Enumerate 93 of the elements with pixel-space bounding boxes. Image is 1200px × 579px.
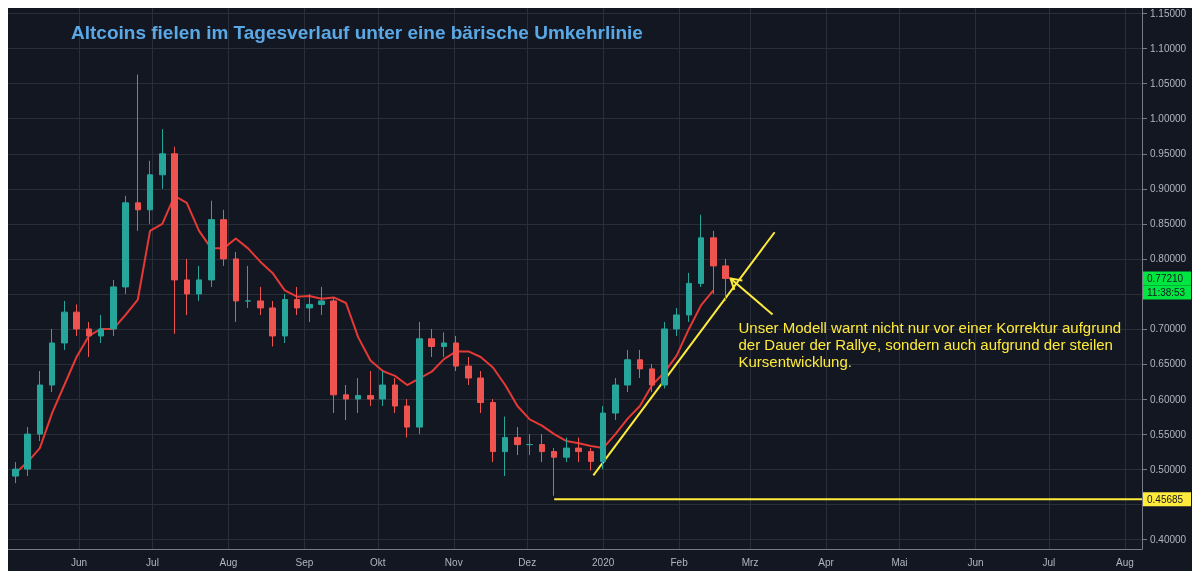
y-tick-label: 0.90000: [1150, 183, 1187, 195]
y-tick-label: 0.85000: [1150, 218, 1187, 230]
candlestick: [698, 214, 704, 288]
x-tick-label: Okt: [370, 556, 386, 568]
y-tick-label: 0.95000: [1150, 148, 1187, 160]
y-tick-label: 0.40000: [1150, 533, 1187, 545]
candlestick: [490, 398, 496, 463]
candlestick: [588, 447, 594, 472]
y-tick-label: 0.55000: [1150, 428, 1187, 440]
candlestick: [122, 195, 129, 295]
candlestick: [318, 286, 325, 316]
candlestick: [575, 437, 582, 463]
x-tick-label: Apr: [818, 556, 835, 568]
x-tick-label: Jul: [1042, 556, 1056, 568]
candlestick: [159, 128, 166, 190]
candlestick: [477, 370, 484, 414]
candlestick: [220, 209, 227, 267]
candlestick: [392, 377, 398, 414]
candlestick: [12, 461, 19, 484]
candlestick: [37, 370, 43, 442]
candlestick: [526, 433, 533, 456]
candlestick: [686, 272, 692, 323]
candlestick: [110, 279, 117, 337]
candlestick: [465, 356, 472, 386]
x-tick-label: Sep: [295, 556, 314, 568]
candlestick: [379, 370, 386, 407]
y-tick-label: 0.65000: [1150, 358, 1187, 370]
candlestick: [502, 416, 508, 477]
candlestick: [257, 286, 264, 316]
candlestick: [98, 314, 104, 344]
x-tick-label: Jul: [146, 556, 159, 568]
candlestick: [367, 370, 374, 407]
candlestick: [673, 307, 680, 337]
candlestick: [294, 286, 300, 316]
x-tick-label: Aug: [219, 556, 238, 568]
text: 0.77210: [1147, 272, 1184, 284]
candlestick: [61, 300, 68, 351]
y-tick-label: 1.15000: [1150, 8, 1187, 20]
candlestick: [649, 363, 655, 393]
candlestick: [637, 349, 643, 379]
candlestick: [404, 398, 410, 439]
x-tick-label: Jun: [70, 556, 88, 568]
x-tick-label: Dez: [518, 556, 537, 568]
candlestick: [49, 328, 55, 393]
candlestick: [551, 447, 557, 497]
candlestick: [612, 377, 619, 421]
candlestick: [600, 405, 606, 470]
candlestick: [245, 265, 251, 309]
x-tick-label: Jun: [967, 556, 984, 568]
y-tick-label: 0.50000: [1150, 463, 1187, 475]
text: 11:38:53: [1147, 286, 1186, 298]
y-tick-label: 0.60000: [1150, 393, 1187, 405]
candlestick: [343, 384, 349, 421]
candlestick: [282, 293, 288, 344]
candlestick: [722, 258, 729, 302]
candlestick: [453, 335, 459, 372]
candlestick: [86, 321, 92, 358]
y-tick-label: 1.00000: [1150, 113, 1187, 125]
candlestick: [147, 160, 153, 225]
candlestick: [539, 433, 545, 463]
candlestick: [710, 230, 717, 295]
candlestick: [330, 296, 337, 414]
candlestick: [428, 328, 435, 358]
candlestick: [514, 426, 521, 456]
candlestick: [184, 258, 190, 316]
candlestick: [416, 321, 423, 435]
candlestick: [661, 321, 668, 390]
text: Altcoins fielen im Tagesverlauf unter eine bärische Umkehrlinie: [71, 22, 643, 43]
candlestick: [355, 377, 361, 414]
candlestick: [171, 146, 178, 335]
x-tick-label: 2020: [592, 556, 615, 568]
x-tick-label: Mrz: [741, 556, 759, 568]
candlestick: [208, 200, 215, 288]
x-tick-label: Mai: [891, 556, 908, 568]
y-tick-label: 0.70000: [1150, 323, 1187, 335]
x-tick-label: Nov: [444, 556, 463, 568]
candlestick: [24, 426, 31, 477]
candlestick: [441, 331, 447, 358]
y-tick-label: 1.05000: [1150, 78, 1187, 90]
data-label: 0.45685: [1147, 493, 1184, 505]
y-tick-label: 0.80000: [1150, 253, 1187, 265]
candlestick: [73, 303, 80, 337]
annotation: Unser Modell warnt nicht nur vor einer Korrektur aufgrund der Dauer der Rallye, sondern auch aufgrund der steilen Kursentwicklung.: [738, 318, 1126, 370]
y-tick-label: 1.10000: [1150, 43, 1187, 55]
candlestick: [269, 300, 276, 347]
candlestick: [196, 265, 202, 302]
candlestick: [624, 349, 631, 393]
candlestick: [135, 74, 141, 232]
candlestick: [233, 251, 239, 323]
x-tick-label: Feb: [670, 556, 689, 568]
candlestick: [563, 437, 570, 463]
x-tick-label: Aug: [1115, 556, 1134, 568]
candlestick: [306, 293, 313, 323]
